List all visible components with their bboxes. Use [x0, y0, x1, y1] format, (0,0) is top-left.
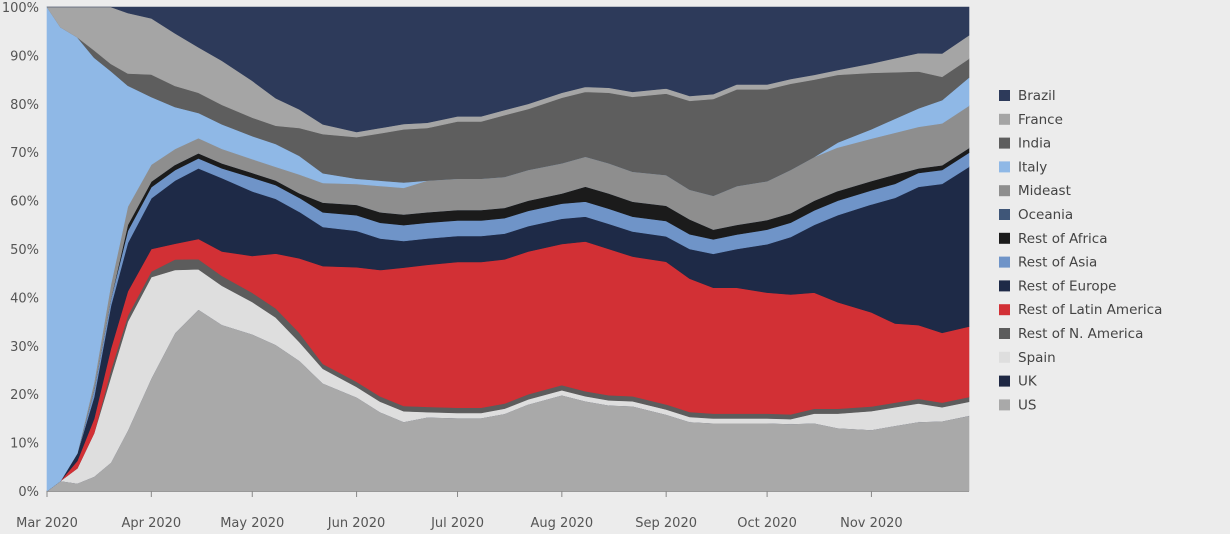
legend-item-rest-of-europe: Rest of Europe: [999, 278, 1116, 294]
legend-item-france: France: [999, 112, 1063, 128]
legend-swatch: [999, 304, 1010, 316]
y-tick-label: 90%: [10, 49, 39, 64]
legend-swatch: [999, 328, 1010, 339]
x-tick-label: Oct 2020: [737, 516, 797, 531]
legend-swatch: [999, 256, 1010, 268]
legend-label: Oceania: [1018, 207, 1073, 223]
legend-swatch: [999, 137, 1010, 149]
legend-item-us: US: [999, 397, 1036, 413]
x-tick-label: Mar 2020: [16, 516, 78, 531]
legend-item-rest-of-asia: Rest of Asia: [999, 255, 1097, 271]
legend-swatch: [999, 375, 1010, 387]
legend-swatch: [999, 351, 1010, 363]
legend-label: Mideast: [1018, 183, 1071, 199]
legend-item-rest-of-n-america: Rest of N. America: [999, 326, 1143, 342]
x-tick-label: Apr 2020: [121, 516, 181, 531]
legend-swatch: [999, 280, 1010, 292]
legend-label: UK: [1018, 374, 1038, 390]
y-tick-label: 10%: [10, 437, 39, 452]
legend-swatch: [999, 161, 1010, 173]
x-tick-label: Nov 2020: [840, 516, 903, 531]
axes: 0% 10% 20% 30% 40% 50% 60% 70% 80% 90% 100% Mar 202…: [2, 1, 969, 531]
x-tick-label: May 2020: [220, 516, 284, 531]
legend-label: Rest of Europe: [1018, 278, 1116, 294]
x-tick-label: Aug 2020: [531, 516, 594, 531]
legend-item-brazil: Brazil: [999, 88, 1056, 104]
area-brazil: [47, 6, 970, 133]
legend-label: Rest of Africa: [1018, 231, 1108, 247]
legend: Brazil France India Italy Mideast Oceania Rest…: [999, 88, 1162, 413]
legend-item-rest-of-africa: Rest of Africa: [999, 231, 1108, 247]
y-tick-label: 80%: [10, 98, 39, 113]
legend-item-spain: Spain: [999, 350, 1056, 366]
legend-swatch: [999, 209, 1010, 220]
legend-label: Rest of N. America: [1018, 326, 1143, 342]
legend-label: US: [1018, 397, 1036, 413]
legend-item-oceania: Oceania: [999, 207, 1073, 223]
legend-item-india: India: [999, 136, 1051, 152]
legend-label: Rest of Asia: [1018, 255, 1097, 271]
legend-item-uk: UK: [999, 374, 1038, 390]
legend-label: India: [1018, 136, 1051, 152]
y-tick-label: 50%: [10, 243, 39, 258]
legend-swatch: [999, 90, 1010, 101]
legend-item-italy: Italy: [999, 159, 1047, 175]
y-tick-label: 60%: [10, 195, 39, 210]
y-tick-label: 30%: [10, 340, 39, 355]
legend-item-rest-of-latin-america: Rest of Latin America: [999, 302, 1162, 318]
y-tick-label: 40%: [10, 291, 39, 306]
legend-label: Italy: [1018, 159, 1047, 175]
x-tick-label: Sep 2020: [635, 516, 697, 531]
x-tick-label: Jul 2020: [430, 516, 484, 531]
legend-swatch: [999, 113, 1010, 125]
legend-swatch: [999, 232, 1010, 244]
y-tick-label: 20%: [10, 388, 39, 403]
legend-label: Spain: [1018, 350, 1056, 366]
legend-swatch: [999, 185, 1010, 197]
x-tick-label: Jun 2020: [327, 516, 386, 531]
y-tick-label: 0%: [18, 485, 39, 500]
legend-item-mideast: Mideast: [999, 183, 1071, 199]
legend-label: France: [1018, 112, 1063, 128]
legend-label: Brazil: [1018, 88, 1056, 104]
legend-swatch: [999, 399, 1010, 411]
area-layer: [46, 6, 970, 492]
legend-label: Rest of Latin America: [1018, 302, 1162, 318]
y-tick-label: 100%: [2, 1, 39, 16]
y-tick-label: 70%: [10, 146, 39, 161]
